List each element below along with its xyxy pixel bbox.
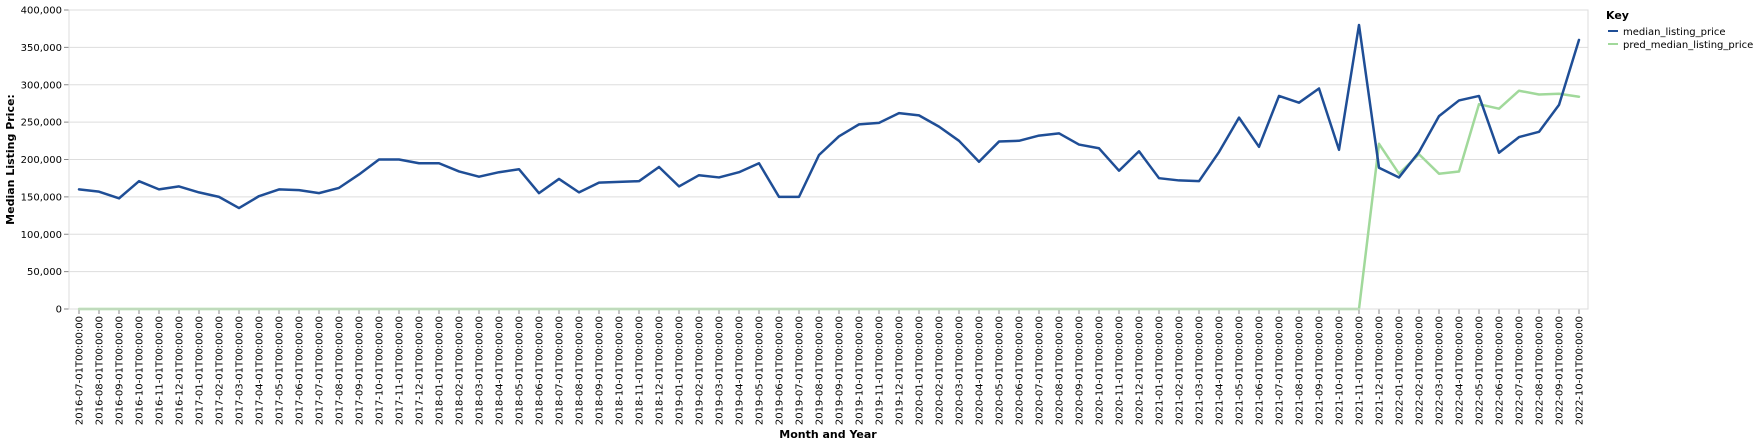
x-tick-label: 2019-01-01T00:00:00 bbox=[675, 316, 686, 425]
x-tick-label: 2019-06-01T00:00:00 bbox=[775, 316, 786, 425]
legend: Key median_listing_price pred_median_lis… bbox=[1606, 9, 1753, 51]
x-tick-label: 2019-10-01T00:00:00 bbox=[855, 316, 866, 425]
x-tick-label: 2020-09-01T00:00:00 bbox=[1075, 316, 1086, 425]
x-tick-label: 2020-10-01T00:00:00 bbox=[1095, 316, 1106, 425]
x-tick-label: 2021-05-01T00:00:00 bbox=[1235, 316, 1246, 425]
x-tick-label: 2016-07-01T00:00:00 bbox=[75, 316, 86, 425]
x-tick-label: 2018-10-01T00:00:00 bbox=[615, 316, 626, 425]
x-tick-label: 2016-12-01T00:00:00 bbox=[175, 316, 186, 425]
y-tick-label: 200,000 bbox=[21, 155, 62, 166]
x-tick-label: 2016-09-01T00:00:00 bbox=[115, 316, 126, 425]
x-tick-label: 2020-07-01T00:00:00 bbox=[1035, 316, 1046, 425]
x-tick-label: 2021-12-01T00:00:00 bbox=[1375, 316, 1386, 425]
x-tick-label: 2022-02-01T00:00:00 bbox=[1415, 316, 1426, 425]
y-tick-label: 400,000 bbox=[21, 6, 62, 17]
x-tick-label: 2017-12-01T00:00:00 bbox=[415, 316, 426, 425]
x-tick-label: 2019-12-01T00:00:00 bbox=[895, 316, 906, 425]
x-tick-label: 2019-02-01T00:00:00 bbox=[695, 316, 706, 425]
x-tick-label: 2018-08-01T00:00:00 bbox=[575, 316, 586, 425]
x-tick-label: 2020-02-01T00:00:00 bbox=[935, 316, 946, 425]
x-tick-label: 2017-02-01T00:00:00 bbox=[215, 316, 226, 425]
x-tick-label: 2017-08-01T00:00:00 bbox=[335, 316, 346, 425]
x-tick-label: 2018-11-01T00:00:00 bbox=[635, 316, 646, 425]
x-tick-label: 2019-09-01T00:00:00 bbox=[835, 316, 846, 425]
x-tick-label: 2021-04-01T00:00:00 bbox=[1215, 316, 1226, 425]
x-tick-label: 2019-03-01T00:00:00 bbox=[715, 316, 726, 425]
x-axis: 2016-07-01T00:00:00 2016-08-01T00:00:00 20… bbox=[69, 308, 1588, 425]
x-tick-label: 2020-12-01T00:00:00 bbox=[1135, 316, 1146, 425]
x-tick-label: 2021-07-01T00:00:00 bbox=[1275, 316, 1286, 425]
y-axis: 0 50,000 100,000 150,000 200,000 250,000 300,0… bbox=[21, 6, 70, 316]
y-tick-label: 0 bbox=[56, 305, 62, 316]
x-tick-label: 2021-01-01T00:00:00 bbox=[1155, 316, 1166, 425]
y-tick-label: 300,000 bbox=[21, 80, 62, 91]
x-axis-title: Month and Year bbox=[779, 428, 877, 441]
x-tick-label: 2022-07-01T00:00:00 bbox=[1515, 316, 1526, 425]
legend-label-median-listing-price: median_listing_price bbox=[1623, 27, 1726, 38]
x-tick-label: 2022-08-01T00:00:00 bbox=[1535, 316, 1546, 425]
series-line-pred-median-listing-price bbox=[77, 89, 1581, 311]
x-tick-label: 2017-10-01T00:00:00 bbox=[375, 316, 386, 425]
x-tick-label: 2021-09-01T00:00:00 bbox=[1315, 316, 1326, 425]
x-tick-label: 2019-04-01T00:00:00 bbox=[735, 316, 746, 425]
x-tick-label: 2021-08-01T00:00:00 bbox=[1295, 316, 1306, 425]
x-tick-label: 2020-04-01T00:00:00 bbox=[975, 316, 986, 425]
x-tick-label: 2017-05-01T00:00:00 bbox=[275, 316, 286, 425]
x-tick-label: 2022-09-01T00:00:00 bbox=[1555, 316, 1566, 425]
legend-label-pred-median-listing-price: pred_median_listing_price bbox=[1623, 40, 1753, 51]
x-tick-label: 2018-03-01T00:00:00 bbox=[475, 316, 486, 425]
y-tick-label: 150,000 bbox=[21, 192, 62, 203]
x-tick-label: 2022-06-01T00:00:00 bbox=[1495, 316, 1506, 425]
x-tick-label: 2016-10-01T00:00:00 bbox=[135, 316, 146, 425]
x-tick-label: 2020-05-01T00:00:00 bbox=[995, 316, 1006, 425]
x-tick-label: 2016-08-01T00:00:00 bbox=[95, 316, 106, 425]
x-tick-label: 2021-10-01T00:00:00 bbox=[1335, 316, 1346, 425]
x-tick-label: 2019-08-01T00:00:00 bbox=[815, 316, 826, 425]
y-axis-title: Median Listing Price: bbox=[4, 94, 17, 225]
x-tick-label: 2020-08-01T00:00:00 bbox=[1055, 316, 1066, 425]
y-tick-label: 50,000 bbox=[27, 267, 62, 278]
x-tick-label: 2019-05-01T00:00:00 bbox=[755, 316, 766, 425]
x-tick-label: 2020-01-01T00:00:00 bbox=[915, 316, 926, 425]
x-tick-label: 2018-04-01T00:00:00 bbox=[495, 316, 506, 425]
x-tick-label: 2022-03-01T00:00:00 bbox=[1435, 316, 1446, 425]
x-tick-label: 2018-12-01T00:00:00 bbox=[655, 316, 666, 425]
x-tick-label: 2016-11-01T00:00:00 bbox=[155, 316, 166, 425]
x-tick-label: 2020-03-01T00:00:00 bbox=[955, 316, 966, 425]
series-line-median-listing-price bbox=[77, 23, 1581, 210]
x-tick-label: 2021-03-01T00:00:00 bbox=[1195, 316, 1206, 425]
x-tick-label: 2017-04-01T00:00:00 bbox=[255, 316, 266, 425]
x-tick-label: 2018-09-01T00:00:00 bbox=[595, 316, 606, 425]
x-tick-label: 2018-06-01T00:00:00 bbox=[535, 316, 546, 425]
x-tick-label: 2017-07-01T00:00:00 bbox=[315, 316, 326, 425]
x-tick-label: 2019-07-01T00:00:00 bbox=[795, 316, 806, 425]
x-tick-label: 2022-10-01T00:00:00 bbox=[1575, 316, 1586, 425]
x-tick-label: 2020-06-01T00:00:00 bbox=[1015, 316, 1026, 425]
x-tick-label: 2017-11-01T00:00:00 bbox=[395, 316, 406, 425]
x-tick-label: 2020-11-01T00:00:00 bbox=[1115, 316, 1126, 425]
x-tick-label: 2017-03-01T00:00:00 bbox=[235, 316, 246, 425]
legend-title: Key bbox=[1606, 9, 1629, 22]
x-tick-label: 2022-01-01T00:00:00 bbox=[1395, 316, 1406, 425]
series-lines bbox=[77, 23, 1581, 311]
x-tick-label: 2021-06-01T00:00:00 bbox=[1255, 316, 1266, 425]
x-tick-label: 2017-09-01T00:00:00 bbox=[355, 316, 366, 425]
x-tick-label: 2018-01-01T00:00:00 bbox=[435, 316, 446, 425]
x-tick-label: 2017-06-01T00:00:00 bbox=[295, 316, 306, 425]
x-tick-label: 2021-02-01T00:00:00 bbox=[1175, 316, 1186, 425]
y-tick-label: 100,000 bbox=[21, 230, 62, 241]
x-tick-label: 2019-11-01T00:00:00 bbox=[875, 316, 886, 425]
plot-frame bbox=[68, 9, 1589, 310]
x-tick-label: 2017-01-01T00:00:00 bbox=[195, 316, 206, 425]
y-tick-label: 250,000 bbox=[21, 118, 62, 129]
x-tick-label: 2021-11-01T00:00:00 bbox=[1355, 316, 1366, 425]
x-tick-label: 2022-05-01T00:00:00 bbox=[1475, 316, 1486, 425]
x-tick-label: 2018-05-01T00:00:00 bbox=[515, 316, 526, 425]
x-tick-label: 2018-02-01T00:00:00 bbox=[455, 316, 466, 425]
x-tick-label: 2018-07-01T00:00:00 bbox=[555, 316, 566, 425]
x-tick-label: 2022-04-01T00:00:00 bbox=[1455, 316, 1466, 425]
gridlines bbox=[69, 9, 1588, 310]
y-tick-label: 350,000 bbox=[21, 43, 62, 54]
